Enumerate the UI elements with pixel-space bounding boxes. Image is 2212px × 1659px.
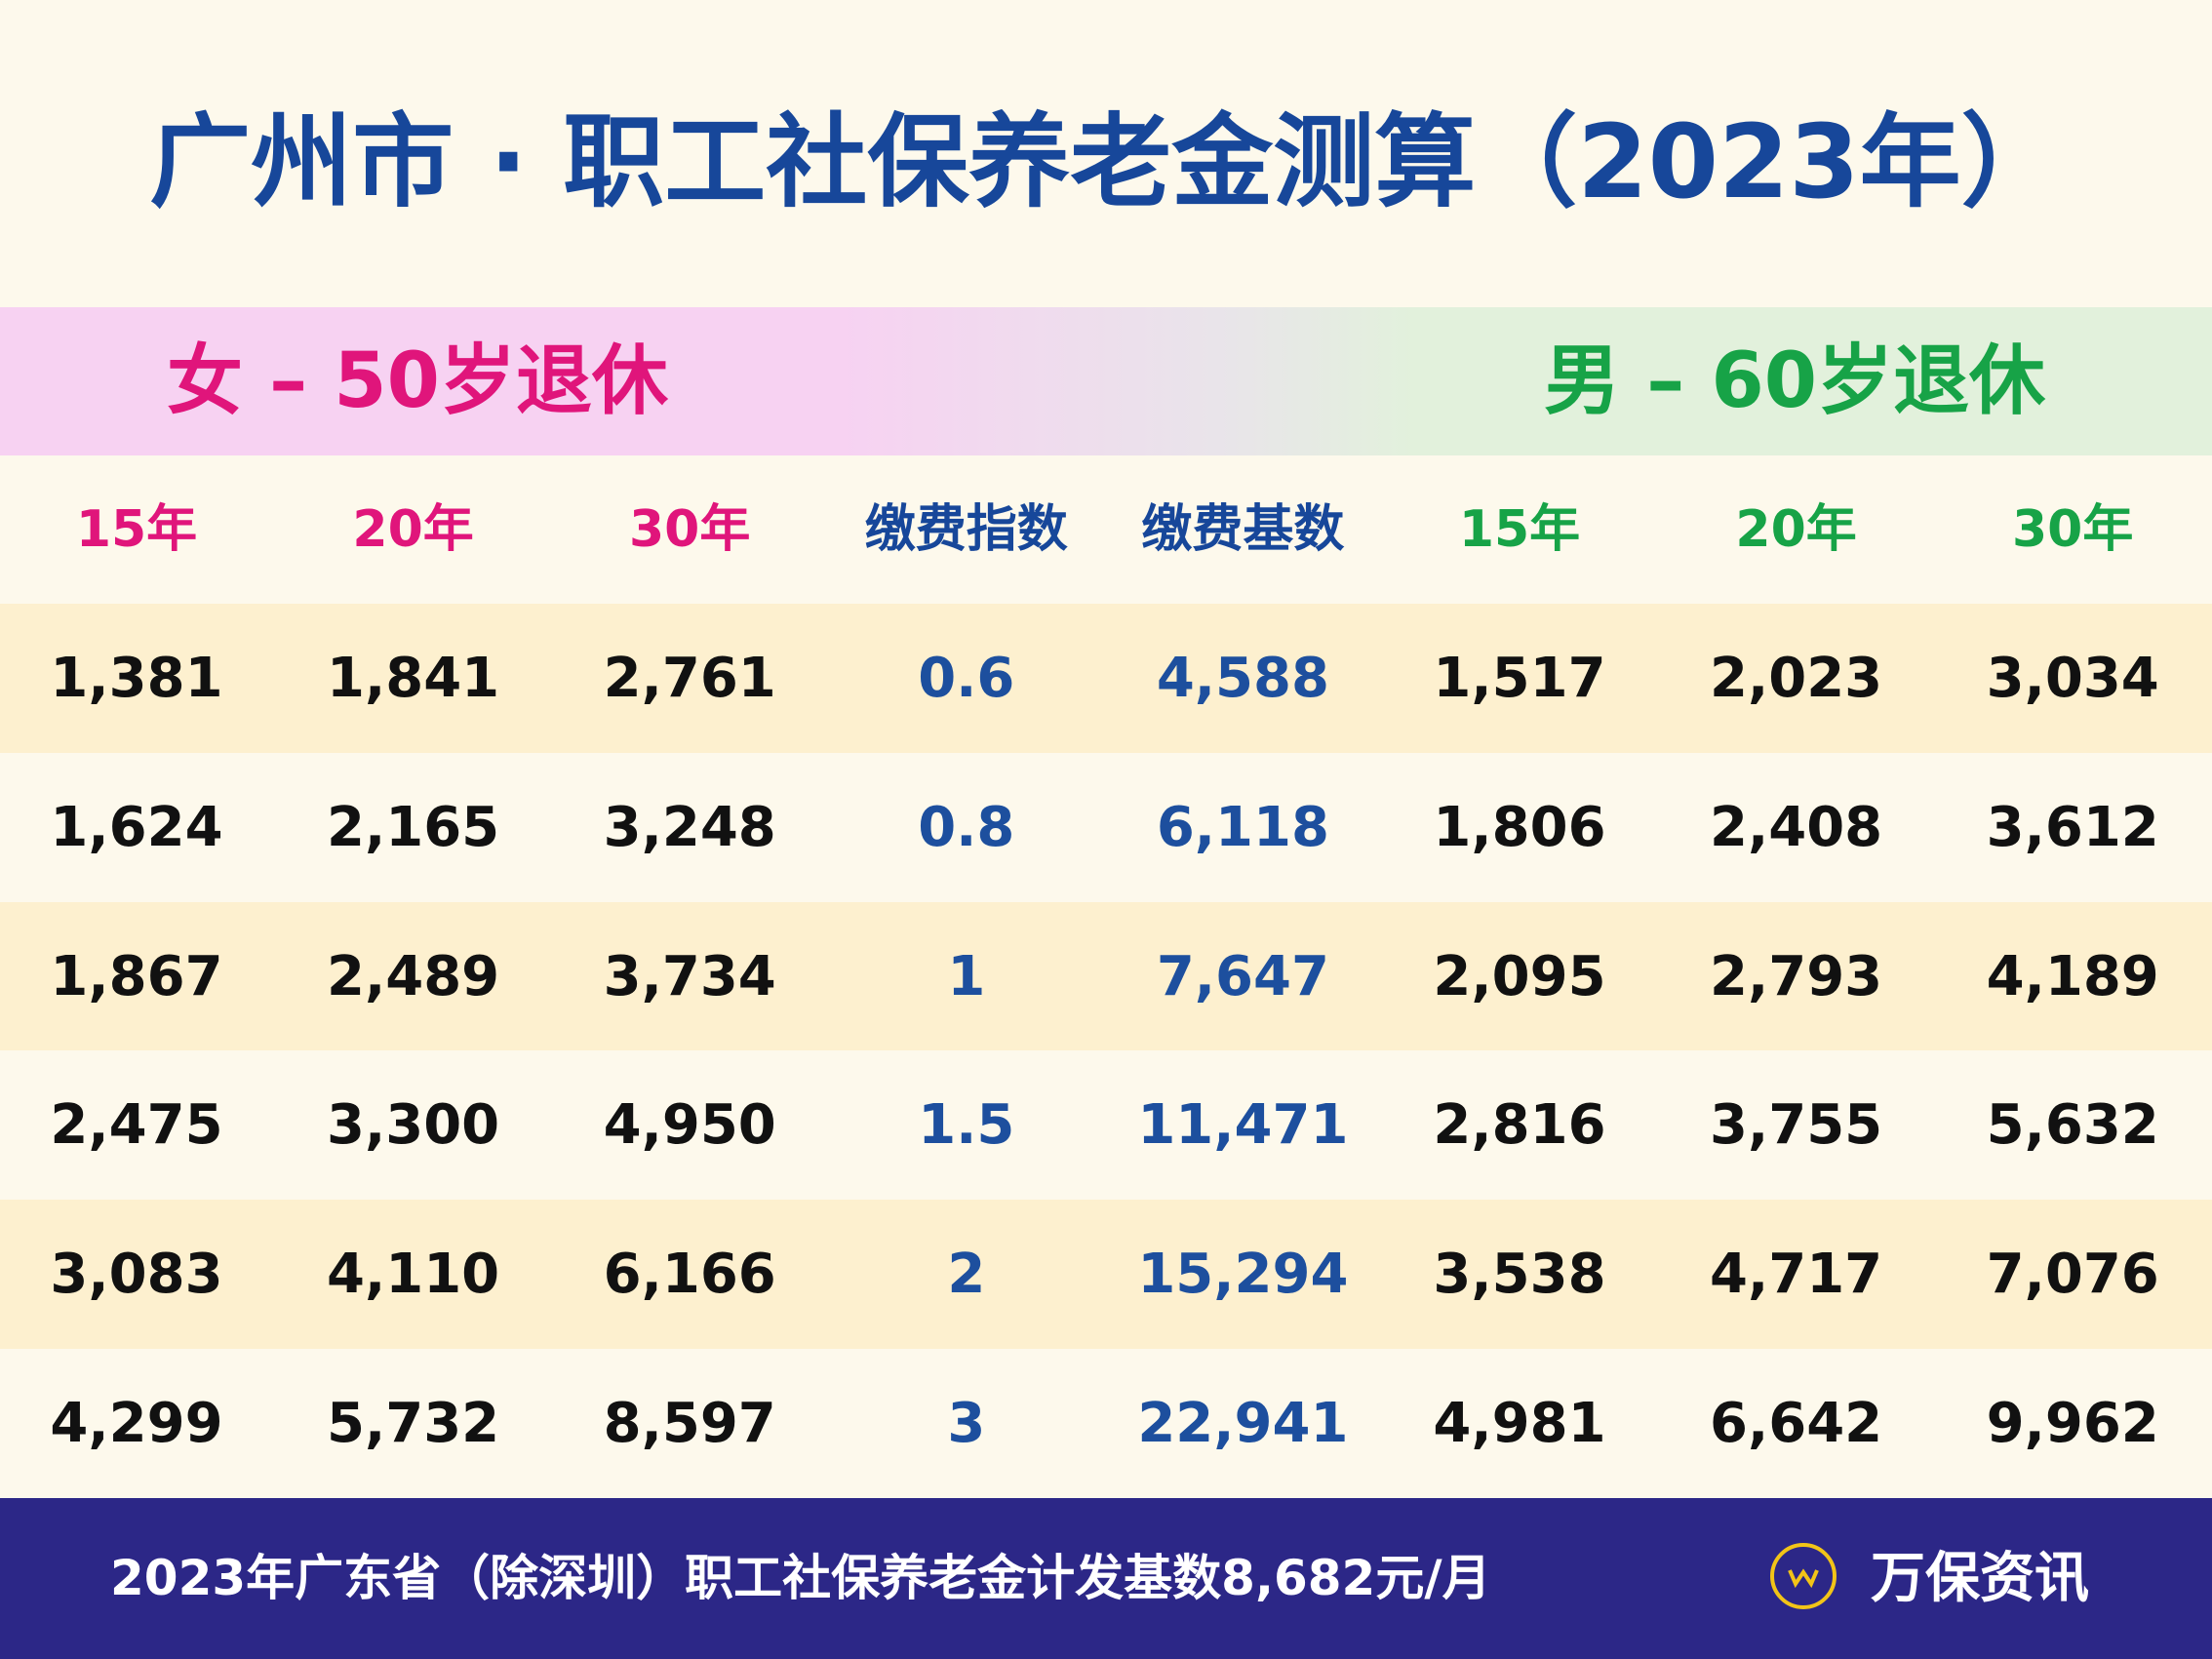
table-cell: 1,624 <box>50 795 223 859</box>
table-row: 1,381 1,841 2,761 0.6 4,588 1,517 2,023 3,034 <box>0 604 2212 753</box>
table-cell: 3,612 <box>1986 795 2159 859</box>
table-row: 3,083 4,110 6,166 2 15,294 3,538 4,717 7,076 <box>0 1200 2212 1350</box>
logo-mark <box>1788 1568 1819 1589</box>
table-cell: 2,165 <box>327 795 500 859</box>
column-header: 20年 <box>352 500 474 559</box>
table-cell: 1.5 <box>918 1093 1015 1158</box>
table-row: 1,867 2,489 3,734 1 7,647 2,095 2,793 4,189 <box>0 901 2212 1051</box>
table-cell: 7,076 <box>1986 1243 2159 1307</box>
table-cell: 4,588 <box>1156 647 1329 710</box>
column-header: 30年 <box>2012 500 2134 559</box>
table-cell: 5,632 <box>1986 1093 2159 1158</box>
table-cell: 9,962 <box>1986 1392 2159 1455</box>
table-cell: 4,299 <box>50 1392 223 1455</box>
table-cell: 0.8 <box>918 795 1015 859</box>
column-header: 20年 <box>1735 500 1857 559</box>
group-band <box>0 307 2212 455</box>
table-cell: 4,950 <box>603 1093 776 1158</box>
table-cell: 2,793 <box>1710 944 1883 1008</box>
table-cell: 1 <box>947 944 986 1008</box>
table-cell: 4,981 <box>1433 1392 1606 1455</box>
table-cell: 2,023 <box>1710 647 1883 710</box>
table-cell: 2,475 <box>50 1093 223 1158</box>
table-cell: 3,083 <box>50 1243 223 1307</box>
table-row: 1,624 2,165 3,248 0.8 6,118 1,806 2,408 3,612 <box>0 752 2212 902</box>
table-cell: 6,118 <box>1156 795 1329 859</box>
table-cell: 3 <box>947 1392 986 1455</box>
table-cell: 3,034 <box>1986 647 2159 710</box>
table-cell: 11,471 <box>1137 1093 1349 1158</box>
table-cell: 3,755 <box>1710 1093 1883 1158</box>
table-row: 4,299 5,732 8,597 3 22,941 4,981 6,642 9,962 <box>0 1349 2212 1498</box>
table-cell: 2,816 <box>1433 1093 1606 1158</box>
table-cell: 7,647 <box>1156 944 1329 1008</box>
table-cell: 2 <box>947 1243 986 1307</box>
table-cell: 1,867 <box>50 944 223 1008</box>
footer-text: 2023年广东省（除深圳）职工社保养老金计发基数8,682元/月 <box>110 1550 1491 1606</box>
column-header: 缴费指数 <box>864 500 1068 559</box>
table-cell: 1,517 <box>1433 647 1606 710</box>
table-cell: 3,300 <box>327 1093 500 1158</box>
table-cell: 1,806 <box>1433 795 1606 859</box>
table-cell: 2,408 <box>1710 795 1883 859</box>
column-header: 15年 <box>75 500 198 559</box>
table-cell: 3,734 <box>603 944 776 1008</box>
table-cell: 1,841 <box>327 647 500 710</box>
table-cell: 2,095 <box>1433 944 1606 1008</box>
table-cell: 0.6 <box>918 647 1015 710</box>
title: 广州市 · 职工社保养老金测算（2023年） <box>149 102 2063 221</box>
table-cell: 4,189 <box>1986 944 2159 1008</box>
table-row: 2,475 3,300 4,950 1.5 11,471 2,816 3,755 5,632 <box>0 1050 2212 1201</box>
column-header: 30年 <box>629 500 751 559</box>
male-label: 男 – 60岁退休 <box>1544 337 2045 425</box>
table-cell: 5,732 <box>327 1392 500 1455</box>
table-cell: 6,642 <box>1710 1392 1883 1455</box>
column-header: 15年 <box>1458 500 1581 559</box>
brand-name: 万保资讯 <box>1871 1547 2089 1610</box>
table-cell: 6,166 <box>603 1243 776 1307</box>
table-cell: 2,761 <box>603 647 776 710</box>
table-cell: 4,110 <box>327 1243 500 1307</box>
logo-icon <box>1788 1568 1819 1589</box>
table-cell: 22,941 <box>1137 1392 1349 1455</box>
table-cell: 4,717 <box>1710 1243 1883 1307</box>
female-label: 女 – 50岁退休 <box>167 337 668 425</box>
table-cell: 1,381 <box>50 647 223 710</box>
footer <box>0 1498 2212 1659</box>
table-cell: 3,248 <box>603 795 776 859</box>
table-cell: 2,489 <box>327 944 500 1008</box>
table-cell: 3,538 <box>1433 1243 1606 1307</box>
table-cell: 15,294 <box>1137 1243 1349 1307</box>
column-header: 缴费基数 <box>1141 500 1345 559</box>
table-cell: 8,597 <box>603 1392 776 1455</box>
brand-logo <box>1770 1543 1837 1609</box>
